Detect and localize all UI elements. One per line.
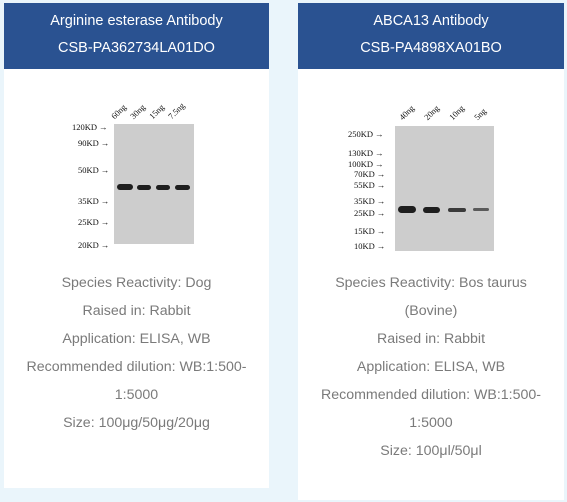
marker-label: 50KD → xyxy=(78,165,110,175)
blot-membrane xyxy=(395,126,494,251)
product-title[interactable]: ABCA13 Antibody xyxy=(373,13,489,29)
lane-label: 40ng xyxy=(396,102,417,122)
size: Size: 100μg/50μg/20μg xyxy=(63,415,210,431)
protein-band xyxy=(175,185,190,190)
marker-label: 20KD → xyxy=(78,240,110,250)
protein-band xyxy=(137,185,151,190)
product-sku: CSB-PA4898XA01BO xyxy=(360,40,502,56)
protein-band xyxy=(398,206,416,213)
raised-in: Raised in: Rabbit xyxy=(376,331,486,347)
protein-band xyxy=(423,207,440,213)
marker-label: 130KD → xyxy=(348,148,384,158)
marker-label: 35KD → xyxy=(354,196,386,206)
marker-label: 90KD → xyxy=(78,138,110,148)
product-card-arginine-esterase[interactable]: Arginine esterase Antibody CSB-PA362734L… xyxy=(4,3,269,488)
lane-label: 15ng xyxy=(146,101,167,121)
product-card-abca13[interactable]: ABCA13 Antibody CSB-PA4898XA01BO 250KD →… xyxy=(298,3,564,500)
product-sku: CSB-PA362734LA01DO xyxy=(58,40,215,56)
blot-membrane xyxy=(114,124,194,244)
size: Size: 100μl/50μl xyxy=(380,443,482,459)
protein-band xyxy=(156,185,170,190)
western-blot-image: 120KD → 90KD → 50KD → 35KD → 25KD → 20KD… xyxy=(4,69,269,269)
marker-label: 25KD → xyxy=(354,208,386,218)
lane-label: 10ng xyxy=(446,102,467,122)
application: Application: ELISA, WB xyxy=(62,331,211,347)
marker-label: 25KD → xyxy=(78,217,110,227)
protein-band xyxy=(473,208,489,211)
lane-label: 30ng xyxy=(127,101,148,121)
raised-in: Raised in: Rabbit xyxy=(82,303,191,319)
marker-label: 70KD → xyxy=(354,169,386,179)
species-reactivity: Species Reactivity: Dog xyxy=(61,275,212,291)
recommended-dilution: Recommended dilution: WB:1:500- xyxy=(26,359,247,375)
product-info: Species Reactivity: Dog Raised in: Rabbi… xyxy=(4,269,269,437)
marker-label: 100KD → xyxy=(348,159,384,169)
marker-label: 250KD → xyxy=(348,129,384,139)
lane-label: 5ng xyxy=(471,105,489,122)
recommended-dilution-cont: 1:5000 xyxy=(409,415,453,431)
species-reactivity-cont: (Bovine) xyxy=(404,303,458,319)
lane-label: 7.5ng xyxy=(165,100,187,121)
marker-label: 55KD → xyxy=(354,180,386,190)
application: Application: ELISA, WB xyxy=(356,359,506,375)
product-info: Species Reactivity: Bos taurus (Bovine) … xyxy=(298,269,564,465)
lane-label: 20ng xyxy=(421,102,442,122)
recommended-dilution: Recommended dilution: WB:1:500- xyxy=(320,387,542,403)
species-reactivity: Species Reactivity: Bos taurus xyxy=(335,275,527,291)
product-title[interactable]: Arginine esterase Antibody xyxy=(50,13,223,29)
marker-label: 35KD → xyxy=(78,196,110,206)
recommended-dilution-cont: 1:5000 xyxy=(114,387,159,403)
marker-label: 120KD → xyxy=(72,122,108,132)
card-header[interactable]: ABCA13 Antibody CSB-PA4898XA01BO xyxy=(298,3,564,69)
protein-band xyxy=(117,184,133,190)
western-blot-image: 250KD → 130KD → 100KD → 70KD → 55KD → 35… xyxy=(298,69,564,269)
marker-label: 15KD → xyxy=(354,226,386,236)
protein-band xyxy=(448,208,466,212)
marker-label: 10KD → xyxy=(354,241,386,251)
lane-label: 60ng xyxy=(108,101,129,121)
card-header[interactable]: Arginine esterase Antibody CSB-PA362734L… xyxy=(4,3,269,69)
